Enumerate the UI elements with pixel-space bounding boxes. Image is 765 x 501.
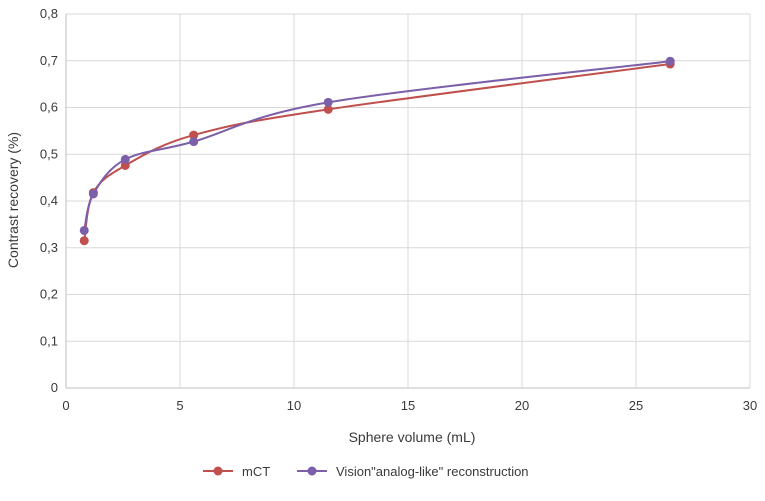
x-tick-label: 0 (62, 398, 69, 413)
data-point (88, 189, 98, 199)
legend-item: Vision"analog-like" reconstruction (297, 464, 529, 479)
data-point (79, 236, 89, 246)
x-tick-label: 20 (515, 398, 529, 413)
y-tick-label: 0,7 (40, 53, 58, 68)
x-tick-label: 10 (287, 398, 301, 413)
y-tick-label: 0,1 (40, 333, 58, 348)
tick-labels: 0 0,1 0,2 0,3 0,4 0,5 0,6 0,7 0,8 0 5 10 15 20 25 30 (40, 6, 757, 413)
data-point (189, 130, 199, 140)
series-line (83, 63, 671, 241)
series-vision-analog-like (79, 56, 675, 235)
data-point (323, 97, 333, 107)
series-mct (79, 59, 675, 246)
y-tick-label: 0,3 (40, 240, 58, 255)
data-point (189, 137, 199, 147)
data-point (120, 154, 130, 164)
legend-item: mCT (203, 464, 270, 479)
data-point (323, 104, 333, 114)
legend-swatch-marker (307, 466, 317, 476)
series-layer (79, 56, 675, 246)
legend-label: mCT (242, 464, 270, 479)
legend-label: Vision"analog-like" reconstruction (336, 464, 529, 479)
x-tick-label: 5 (176, 398, 183, 413)
x-tick-label: 15 (401, 398, 415, 413)
y-tick-label: 0,2 (40, 287, 58, 302)
y-tick-label: 0,8 (40, 6, 58, 21)
grid-layer (65, 13, 751, 389)
x-tick-label: 25 (629, 398, 643, 413)
y-tick-label: 0,4 (40, 193, 58, 208)
x-tick-label: 30 (743, 398, 757, 413)
x-axis-title: Sphere volume (mL) (349, 429, 476, 445)
data-point (665, 56, 675, 66)
y-tick-label: 0,6 (40, 100, 58, 115)
y-axis-title: Contrast recovery (%) (5, 132, 21, 268)
y-tick-label: 0 (51, 380, 58, 395)
data-point (79, 225, 89, 235)
series-line (83, 60, 671, 231)
legend-swatch-marker (213, 466, 223, 476)
y-tick-label: 0,5 (40, 146, 58, 161)
legend: mCT Vision"analog-like" reconstruction (203, 464, 529, 479)
